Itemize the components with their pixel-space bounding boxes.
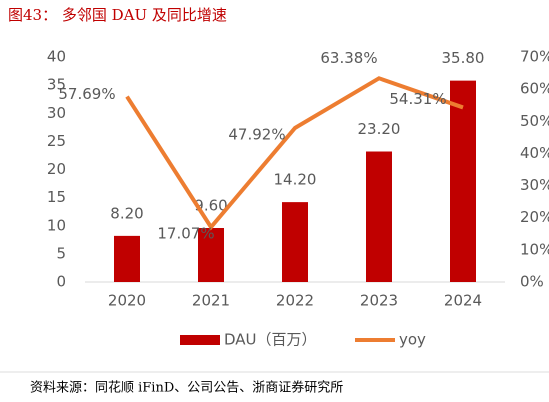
- line-value-label: 17.07%: [157, 225, 214, 243]
- y2-tick-label: 0%: [520, 273, 544, 291]
- chart-title: 图43： 多邻国 DAU 及同比增速: [8, 6, 227, 24]
- x-tick-label: 2020: [108, 292, 146, 310]
- bar: [366, 151, 392, 282]
- y2-tick-label: 60%: [520, 80, 549, 98]
- y2-tick-label: 50%: [520, 112, 549, 130]
- bar: [450, 80, 476, 282]
- y-tick-label: 30: [47, 104, 66, 122]
- line-value-label: 57.69%: [58, 85, 115, 103]
- x-tick-label: 2023: [360, 292, 398, 310]
- y-tick-label: 25: [47, 132, 66, 150]
- line-value-label: 54.31%: [389, 90, 446, 108]
- source-note: 资料来源：同花顺 iFinD、公司公告、浙商证券研究所: [30, 380, 343, 396]
- legend-swatch: [180, 335, 220, 345]
- line-value-label: 63.38%: [320, 49, 377, 67]
- y-tick-label: 0: [56, 273, 66, 291]
- bar-value-label: 23.20: [358, 120, 401, 138]
- y-tick-label: 15: [47, 188, 66, 206]
- y2-tick-label: 30%: [520, 176, 549, 194]
- legend-label: DAU（百万）: [224, 331, 317, 349]
- bar-value-label: 9.60: [194, 197, 227, 215]
- y-tick-label: 5: [56, 244, 66, 262]
- bar: [198, 228, 224, 282]
- bar-value-label: 14.20: [274, 171, 317, 189]
- x-tick-label: 2022: [276, 292, 314, 310]
- y-tick-label: 35: [47, 76, 66, 94]
- y-tick-label: 40: [47, 48, 66, 66]
- bar-value-label: 35.80: [442, 49, 485, 67]
- y2-tick-label: 20%: [520, 208, 549, 226]
- legend-label: yoy: [399, 331, 426, 349]
- y2-tick-label: 70%: [520, 48, 549, 66]
- line-value-label: 47.92%: [228, 125, 285, 143]
- y-tick-label: 10: [47, 216, 66, 234]
- bar: [282, 202, 308, 282]
- y2-tick-label: 40%: [520, 144, 549, 162]
- y-tick-label: 20: [47, 160, 66, 178]
- x-tick-label: 2024: [444, 292, 482, 310]
- bar: [114, 235, 140, 282]
- line: [125, 76, 464, 231]
- x-tick-label: 2021: [192, 292, 230, 310]
- bar-value-label: 8.20: [110, 204, 143, 222]
- y2-tick-label: 10%: [520, 240, 549, 258]
